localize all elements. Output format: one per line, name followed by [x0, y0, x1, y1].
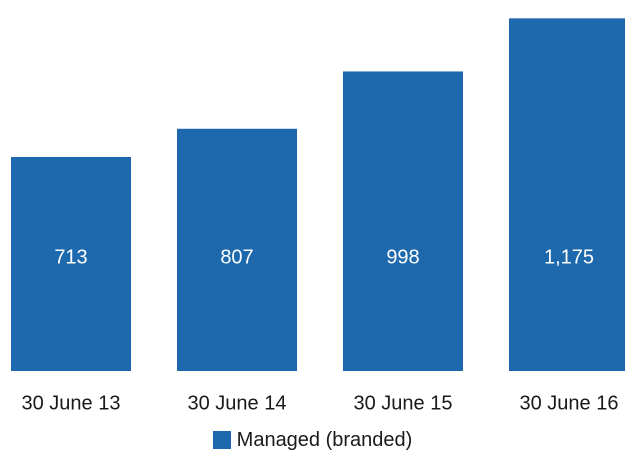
- bars-group: [11, 18, 625, 372]
- bar-value-label-2: 807: [220, 246, 253, 268]
- x-tick-label-2: 30 June 14: [188, 392, 287, 414]
- legend-swatch: [212, 431, 231, 449]
- bar-4: [509, 18, 625, 371]
- bar-2: [177, 128, 297, 371]
- x-tick-label-4: 30 June 16: [520, 392, 619, 414]
- bar-value-label-1: 713: [54, 246, 87, 268]
- x-axis-tick-labels: 30 June 13 30 June 14 30 June 15 30 June 16: [22, 392, 619, 414]
- x-tick-label-1: 30 June 13: [22, 392, 121, 414]
- legend-label: Managed (branded): [236, 428, 413, 451]
- bar-value-label-3: 998: [386, 246, 419, 268]
- bar-1: [11, 157, 131, 371]
- x-tick-label-3: 30 June 15: [354, 392, 453, 414]
- legend: Managed (branded): [0, 427, 625, 453]
- bar-value-label-4: 1,175: [544, 246, 594, 268]
- bar-value-labels: 713 807 998 1,175: [54, 246, 594, 268]
- bar-3: [343, 71, 463, 372]
